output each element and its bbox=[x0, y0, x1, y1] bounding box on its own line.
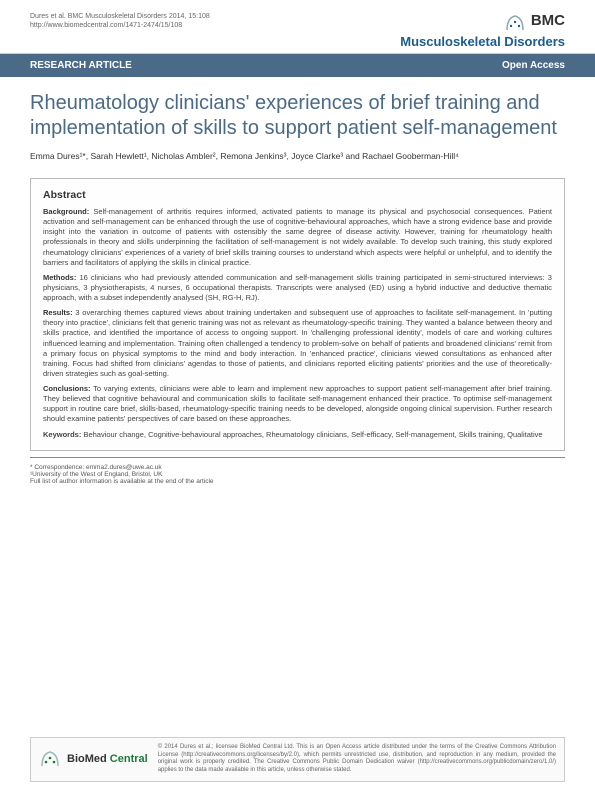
methods-label: Methods: bbox=[43, 273, 76, 282]
article-type-label: RESEARCH ARTICLE bbox=[30, 60, 132, 71]
footer-logo-bm: BioMed bbox=[67, 753, 107, 765]
bmc-icon bbox=[505, 12, 525, 34]
fulllist-line: Full list of author information is avail… bbox=[30, 478, 565, 485]
citation-url: http://www.biomedcentral.com/1471-2474/1… bbox=[30, 21, 210, 30]
abstract-methods: Methods: 16 clinicians who had previousl… bbox=[43, 273, 552, 303]
abstract-keywords: Keywords: Behaviour change, Cognitive-be… bbox=[43, 430, 552, 440]
article-type-banner: RESEARCH ARTICLE Open Access bbox=[0, 54, 595, 77]
abstract-results: Results: 3 overarching themes captured v… bbox=[43, 308, 552, 379]
footer-logo-central: Central bbox=[107, 753, 148, 765]
keywords-label: Keywords: bbox=[43, 430, 81, 439]
affiliation-line: ¹University of the West of England, Bris… bbox=[30, 471, 565, 478]
conclusions-label: Conclusions: bbox=[43, 384, 91, 393]
conclusions-text: To varying extents, clinicians were able… bbox=[43, 384, 552, 423]
open-access-label: Open Access bbox=[502, 60, 565, 71]
biomed-central-icon bbox=[39, 747, 61, 771]
citation-text: Dures et al. BMC Musculoskeletal Disorde… bbox=[30, 12, 210, 21]
logo-sub-text: Musculoskeletal Disorders bbox=[400, 34, 565, 49]
background-label: Background: bbox=[43, 207, 89, 216]
license-footer: BioMed Central © 2014 Dures et al.; lice… bbox=[30, 737, 565, 782]
journal-logo: BMC Musculoskeletal Disorders bbox=[400, 12, 565, 49]
results-text: 3 overarching themes captured views abou… bbox=[43, 308, 552, 378]
methods-text: 16 clinicians who had previously attende… bbox=[43, 273, 552, 302]
logo-main-text: BMC bbox=[531, 12, 565, 29]
background-text: Self-management of arthritis requires in… bbox=[43, 207, 552, 267]
footer-logo: BioMed Central bbox=[67, 753, 148, 765]
title-block: Rheumatology clinicians' experiences of … bbox=[0, 77, 595, 170]
footnotes: * Correspondence: emma2.dures@uwe.ac.uk … bbox=[30, 457, 565, 487]
abstract-heading: Abstract bbox=[43, 189, 552, 201]
page-header: Dures et al. BMC Musculoskeletal Disorde… bbox=[0, 0, 595, 54]
abstract-box: Abstract Background: Self-management of … bbox=[30, 178, 565, 451]
citation-block: Dures et al. BMC Musculoskeletal Disorde… bbox=[30, 12, 210, 30]
keywords-text: Behaviour change, Cognitive-behavioural … bbox=[83, 430, 542, 439]
correspondence-line: * Correspondence: emma2.dures@uwe.ac.uk bbox=[30, 464, 565, 471]
results-label: Results: bbox=[43, 308, 73, 317]
abstract-conclusions: Conclusions: To varying extents, clinici… bbox=[43, 384, 552, 425]
license-text: © 2014 Dures et al.; licensee BioMed Cen… bbox=[158, 744, 556, 775]
article-title: Rheumatology clinicians' experiences of … bbox=[30, 91, 565, 141]
author-list: Emma Dures¹*, Sarah Hewlett¹, Nicholas A… bbox=[30, 151, 565, 162]
abstract-background: Background: Self-management of arthritis… bbox=[43, 207, 552, 268]
